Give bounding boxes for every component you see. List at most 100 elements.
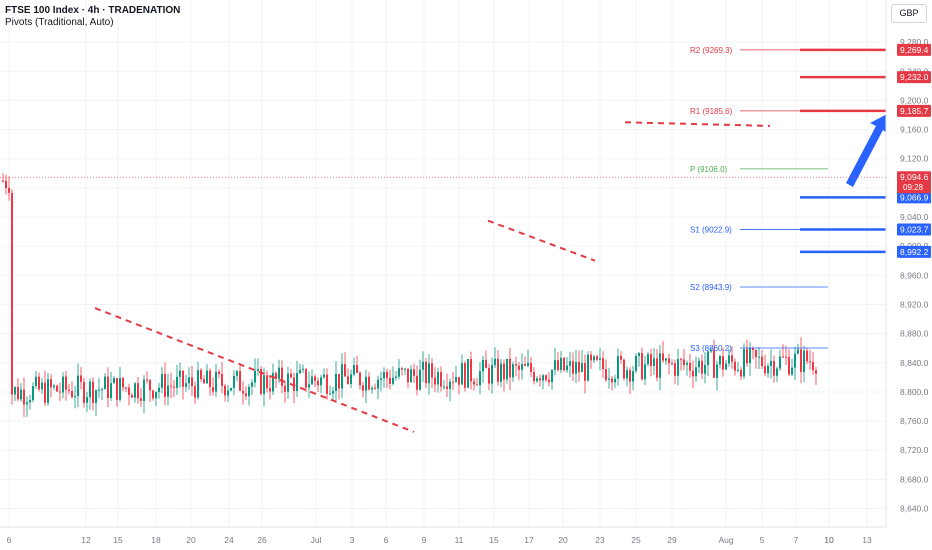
- countdown-label: 09:28: [903, 183, 924, 192]
- candle: [812, 362, 814, 371]
- candle: [626, 370, 628, 379]
- candle: [47, 379, 49, 403]
- x-tick-label: 6: [384, 535, 389, 545]
- candle: [218, 371, 220, 374]
- x-tick-label: 9: [422, 535, 427, 545]
- candle: [422, 361, 424, 370]
- candle: [527, 362, 529, 366]
- candle: [578, 361, 580, 373]
- candle: [749, 348, 751, 364]
- candle: [710, 350, 712, 352]
- candle: [800, 349, 802, 372]
- candle: [734, 361, 736, 371]
- candle: [485, 359, 487, 369]
- candle: [470, 359, 472, 382]
- candle: [683, 359, 685, 365]
- candle: [539, 378, 541, 381]
- candle: [623, 359, 625, 379]
- candle: [17, 387, 19, 400]
- candle: [128, 387, 130, 396]
- candle: [251, 382, 253, 387]
- candle: [71, 390, 73, 398]
- candle: [362, 385, 364, 391]
- candle: [743, 349, 745, 377]
- candle: [503, 363, 505, 380]
- candle: [164, 373, 166, 397]
- candle: [290, 373, 292, 378]
- candle: [275, 372, 277, 379]
- candle: [104, 376, 106, 390]
- candle: [302, 368, 304, 370]
- candle: [521, 364, 523, 370]
- candle: [134, 383, 136, 398]
- x-tick-label: 18: [151, 535, 161, 545]
- candle: [89, 381, 91, 398]
- x-tick-label: 25: [631, 535, 641, 545]
- level-badge: [897, 71, 931, 84]
- candle: [170, 385, 172, 387]
- candle: [599, 358, 601, 360]
- candle: [110, 383, 112, 399]
- candle: [116, 378, 118, 400]
- candle: [101, 389, 103, 391]
- candle: [788, 357, 790, 375]
- candle: [533, 371, 535, 382]
- currency-button[interactable]: GBP: [891, 4, 927, 23]
- candle: [281, 367, 283, 386]
- candle: [242, 390, 244, 394]
- candle: [260, 368, 262, 394]
- candle: [272, 372, 274, 392]
- candle: [368, 376, 370, 390]
- candle: [200, 370, 202, 380]
- candle: [74, 395, 76, 398]
- candle: [746, 349, 748, 364]
- candle: [146, 379, 148, 381]
- candle: [401, 368, 403, 370]
- candle: [641, 352, 643, 380]
- candle: [464, 363, 466, 388]
- candle: [563, 357, 565, 371]
- candle: [458, 377, 460, 385]
- candle: [20, 389, 22, 400]
- candle: [455, 377, 457, 382]
- candle: [392, 377, 394, 384]
- candle: [707, 351, 709, 365]
- x-tick-label: 15: [489, 535, 499, 545]
- y-tick-label: 8,680.0: [900, 474, 929, 484]
- descending-trendline: [94, 307, 415, 433]
- candle: [350, 374, 352, 384]
- candle: [608, 378, 610, 380]
- candle: [689, 362, 691, 371]
- x-tick-label: 6: [7, 535, 12, 545]
- x-tick-label: 5: [760, 535, 765, 545]
- candle: [197, 370, 199, 398]
- candle: [80, 375, 82, 382]
- candle: [122, 377, 124, 388]
- candle: [548, 379, 550, 383]
- candle: [140, 398, 142, 401]
- candle: [425, 361, 427, 384]
- candle: [476, 384, 478, 386]
- level-badge-label: 9,269.4: [900, 45, 929, 55]
- candle: [728, 355, 730, 364]
- candle: [479, 371, 481, 386]
- candle: [686, 362, 688, 365]
- candle: [668, 358, 670, 364]
- candle: [659, 353, 661, 378]
- candle: [653, 358, 655, 366]
- y-tick-label: 9,160.0: [900, 125, 929, 135]
- candle: [647, 354, 649, 365]
- candle: [77, 375, 79, 396]
- candle: [335, 373, 337, 391]
- candle: [593, 356, 595, 361]
- candle: [416, 375, 418, 390]
- candle: [761, 356, 763, 367]
- candle: [152, 390, 154, 399]
- candle: [371, 387, 373, 390]
- candle: [326, 374, 328, 394]
- level-badge: [897, 43, 931, 56]
- candle: [26, 402, 28, 405]
- candle: [776, 368, 778, 376]
- candle: [611, 378, 613, 383]
